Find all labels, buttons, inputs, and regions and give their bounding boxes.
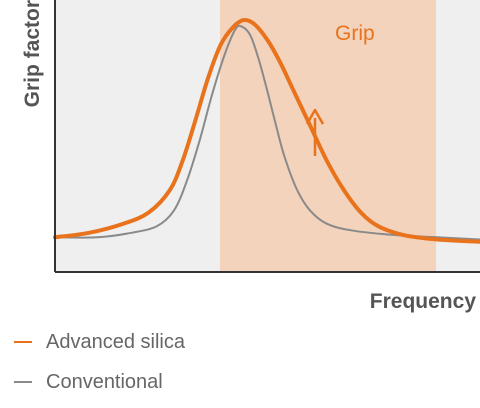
- grip-region-label: Grip: [335, 22, 375, 45]
- y-axis-label: Grip factor: [21, 0, 44, 107]
- legend-swatch-conventional: [14, 381, 32, 383]
- legend-swatch-advanced-silica: [14, 341, 32, 343]
- arrow-head: [305, 108, 325, 125]
- legend-item-advanced-silica: Advanced silica: [14, 322, 185, 362]
- up-arrow-annotation: [305, 108, 325, 156]
- series-line-conventional: [54, 24, 480, 241]
- series-line-advanced-silica: [53, 17, 480, 244]
- legend-label-conventional: Conventional: [46, 370, 163, 393]
- legend-item-conventional: Conventional: [14, 362, 185, 402]
- grip-chart: Grip Grip factor Frequency: [21, 0, 480, 313]
- grip-shaded-region: [220, 0, 436, 272]
- x-axis-label: Frequency: [370, 290, 477, 313]
- legend-label-advanced-silica: Advanced silica: [46, 330, 185, 353]
- legend: Advanced silica Conventional: [14, 322, 185, 402]
- series-layer: [53, 17, 480, 244]
